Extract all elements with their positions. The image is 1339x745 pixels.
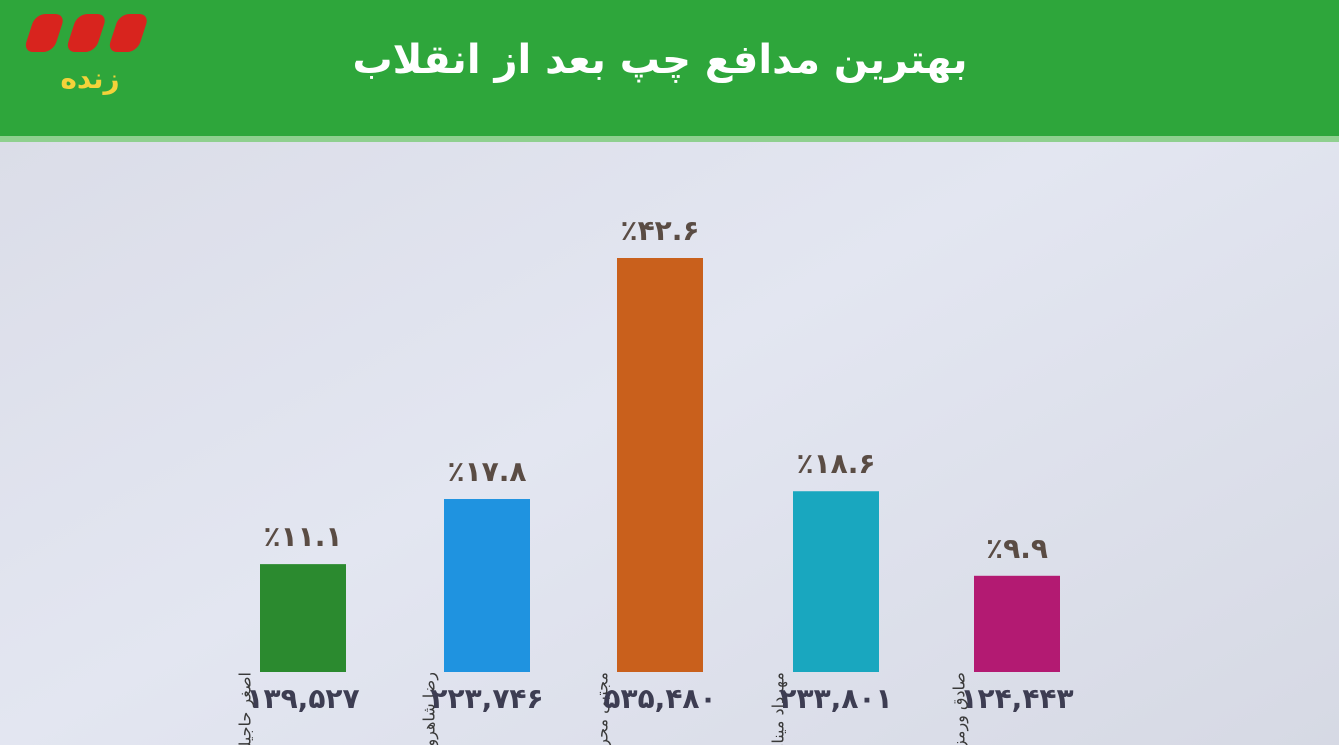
category-label: اصغر حاجیلو	[236, 672, 256, 745]
bar	[974, 575, 1060, 672]
value-label: ٪۱۸.۶	[797, 447, 876, 480]
bar	[793, 491, 879, 672]
category-label: مهرداد میناوند	[769, 672, 789, 745]
count-label: ۱۲۴,۴۴۳	[960, 682, 1073, 715]
logo-mark	[67, 14, 105, 52]
count-label: ۲۳۳,۸۰۱	[779, 682, 892, 715]
category-label: مجتبی محرمی	[593, 672, 613, 745]
count-label: ۵۳۵,۴۸۰	[603, 682, 716, 715]
count-label: ۲۲۳,۷۴۶	[430, 682, 543, 715]
logo-mark	[25, 14, 63, 52]
header-edge	[0, 136, 1339, 142]
logo-text: زنده	[60, 62, 119, 95]
value-label: ٪۴۲.۶	[621, 214, 700, 247]
value-label: ٪۱۱.۱	[264, 520, 343, 553]
category-label: صادق ورمزیار	[950, 672, 970, 745]
bar	[260, 564, 346, 672]
logo-mark	[109, 14, 147, 52]
bar	[617, 258, 703, 672]
chart-title: بهترین مدافع چپ بعد از انقلاب	[352, 37, 967, 83]
header	[0, 0, 1339, 138]
count-label: ۱۳۹,۵۲۷	[246, 682, 359, 715]
bar	[444, 499, 530, 672]
value-label: ٪۱۷.۸	[448, 455, 527, 488]
logo: زنده	[25, 14, 147, 95]
value-label: ٪۹.۹	[986, 532, 1048, 565]
category-label: رضا شاهرودی	[420, 672, 440, 745]
